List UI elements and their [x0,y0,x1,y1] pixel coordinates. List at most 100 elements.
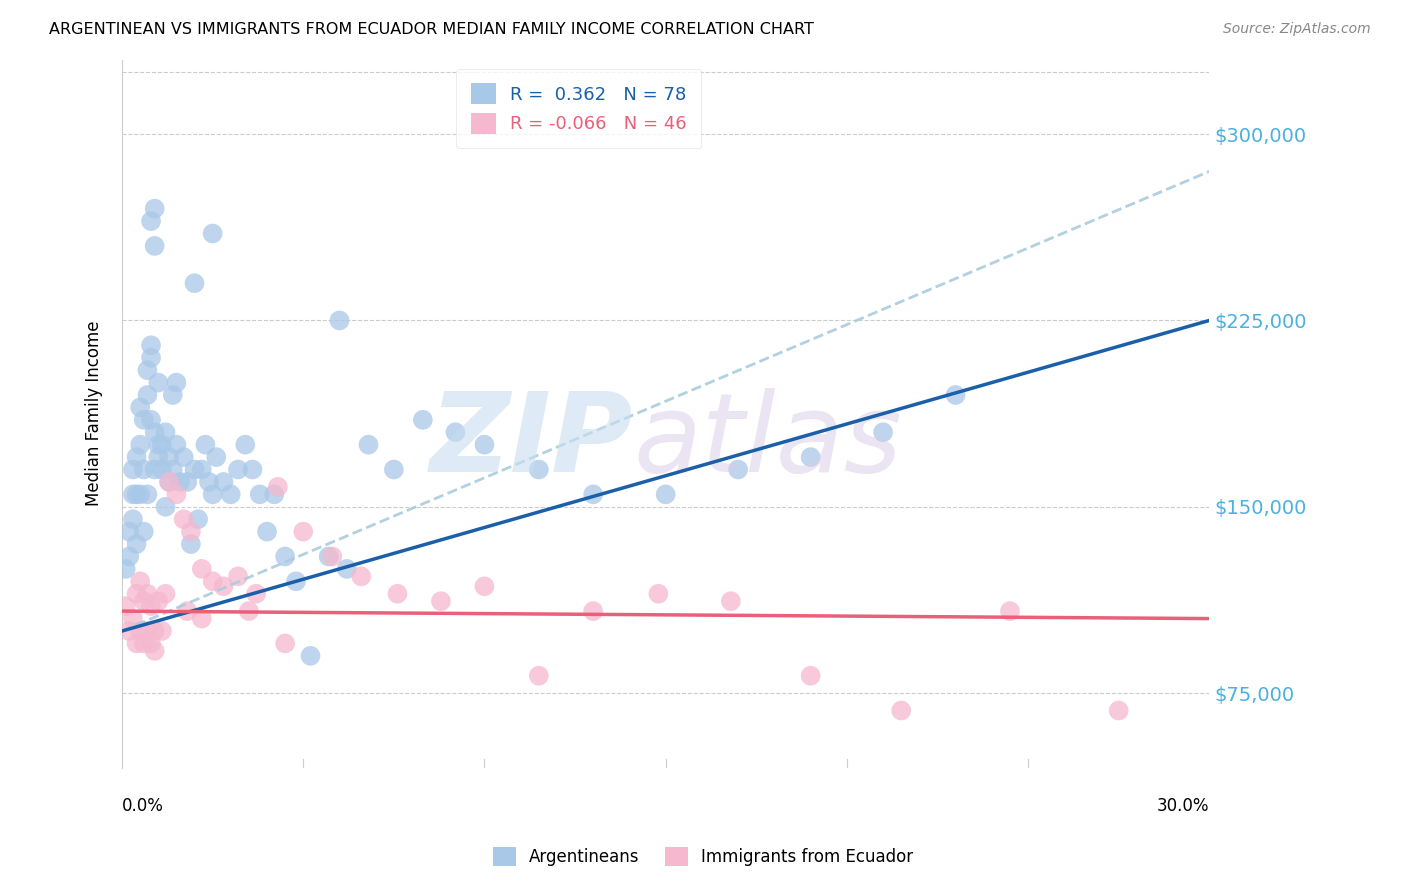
Point [157,475,180,489]
Point [136,624,159,638]
Point [198,475,221,489]
Point [143,624,166,638]
Point [191,611,214,625]
Point [122,462,145,476]
Point [125,636,148,650]
Point [129,624,152,638]
Point [387,587,409,601]
Point [125,587,148,601]
Point [256,524,278,539]
Point [150,624,173,638]
Point [132,413,155,427]
Legend: Argentineans, Immigrants from Ecuador: Argentineans, Immigrants from Ecuador [484,838,922,875]
Point [169,475,191,489]
Point [157,475,180,489]
Point [336,562,359,576]
Point [173,450,195,464]
Text: atlas: atlas [633,388,901,495]
Point [132,636,155,650]
Point [148,450,170,464]
Point [176,604,198,618]
Point [274,549,297,564]
Point [350,569,373,583]
Point [238,604,260,618]
Point [118,524,141,539]
Point [720,594,742,608]
Point [727,462,749,476]
Text: Source: ZipAtlas.com: Source: ZipAtlas.com [1223,22,1371,37]
Point [136,587,159,601]
Point [945,388,967,402]
Point [165,376,187,390]
Point [139,636,162,650]
Legend: R =  0.362   N = 78, R = -0.066   N = 46: R = 0.362 N = 78, R = -0.066 N = 46 [456,69,702,148]
Point [187,512,209,526]
Point [201,227,224,241]
Point [180,524,202,539]
Point [582,604,605,618]
Point [226,462,249,476]
Point [125,450,148,464]
Point [165,487,187,501]
Point [382,462,405,476]
Point [173,512,195,526]
Point [139,214,162,228]
Point [183,276,205,290]
Text: 30.0%: 30.0% [1157,797,1209,815]
Point [136,363,159,377]
Point [129,438,152,452]
Point [122,611,145,625]
Point [139,338,162,352]
Point [150,438,173,452]
Point [143,425,166,440]
Point [139,351,162,365]
Point [148,594,170,608]
Point [180,537,202,551]
Point [654,487,676,501]
Point [143,462,166,476]
Text: ARGENTINEAN VS IMMIGRANTS FROM ECUADOR MEDIAN FAMILY INCOME CORRELATION CHART: ARGENTINEAN VS IMMIGRANTS FROM ECUADOR M… [49,22,814,37]
Point [328,313,350,327]
Point [582,487,605,501]
Point [129,487,152,501]
Point [136,487,159,501]
Point [143,239,166,253]
Point [125,487,148,501]
Text: ZIP: ZIP [430,388,633,495]
Point [299,648,322,663]
Point [118,549,141,564]
Point [527,669,550,683]
Point [212,579,235,593]
Point [226,569,249,583]
Point [474,579,496,593]
Point [245,587,267,601]
Point [242,462,264,476]
Point [139,413,162,427]
Point [118,624,141,638]
Y-axis label: Median Family Income: Median Family Income [86,321,103,507]
Point [357,438,380,452]
Point [155,500,177,514]
Point [191,462,214,476]
Point [890,704,912,718]
Point [474,438,496,452]
Point [139,599,162,614]
Point [129,574,152,589]
Point [114,562,136,576]
Point [233,438,256,452]
Point [150,462,173,476]
Point [162,462,184,476]
Point [122,512,145,526]
Point [136,388,159,402]
Point [132,594,155,608]
Point [157,450,180,464]
Point [201,487,224,501]
Point [267,480,290,494]
Point [162,388,184,402]
Point [249,487,271,501]
Point [125,537,148,551]
Point [183,462,205,476]
Point [527,462,550,476]
Point [143,202,166,216]
Point [800,669,823,683]
